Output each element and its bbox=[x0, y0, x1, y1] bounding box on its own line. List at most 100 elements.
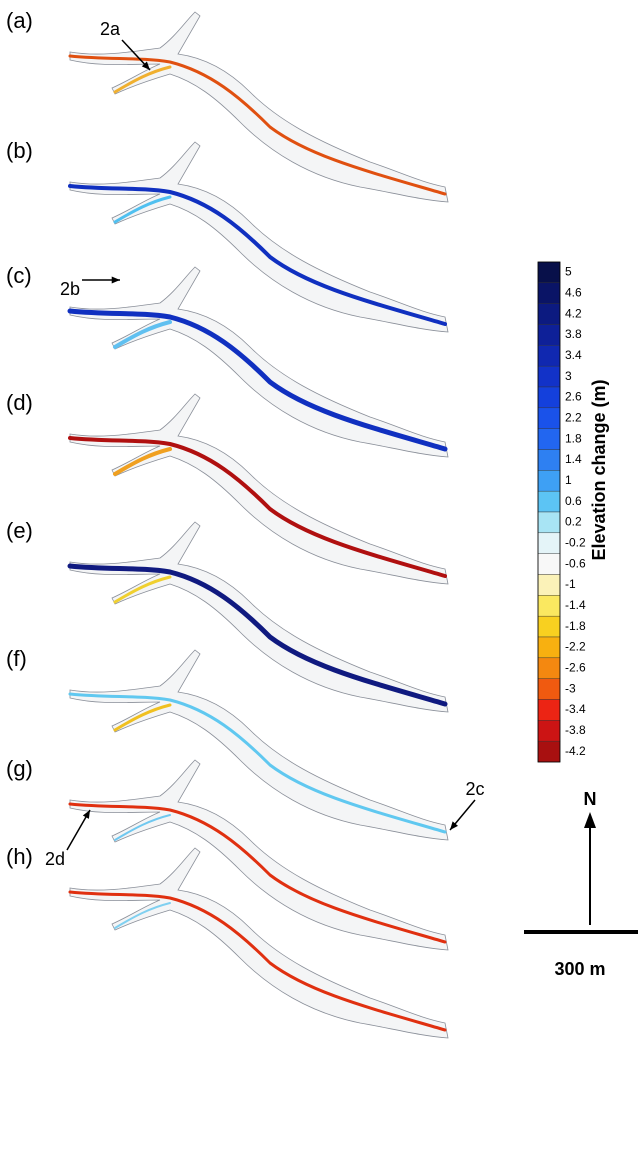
change-main bbox=[68, 184, 447, 326]
colorbar-bin bbox=[537, 470, 561, 492]
colorbar-tick-label: -4.2 bbox=[565, 744, 586, 758]
change-trib bbox=[114, 814, 171, 841]
colorbar-bin bbox=[537, 615, 561, 638]
north-label: N bbox=[584, 789, 597, 809]
river-outline bbox=[69, 521, 449, 713]
colorbar-bin bbox=[537, 490, 561, 513]
colorbar-tick-label: 0.2 bbox=[565, 515, 582, 529]
panel-label: (b) bbox=[6, 138, 33, 163]
river-outline bbox=[69, 759, 449, 951]
scale-label: 300 m bbox=[554, 959, 605, 979]
colorbar-tick-label: 1 bbox=[565, 473, 572, 487]
river-outline bbox=[69, 393, 449, 585]
colorbar-tick-label: 2.6 bbox=[565, 390, 582, 404]
annotation: 2d bbox=[45, 849, 65, 869]
colorbar-bin bbox=[537, 699, 561, 721]
change-main bbox=[67, 308, 448, 452]
river-map bbox=[68, 759, 449, 951]
colorbar-tick-label: 3.4 bbox=[565, 348, 582, 362]
panel-label: (c) bbox=[6, 263, 32, 288]
colorbar-title: Elevation change (m) bbox=[589, 379, 609, 560]
colorbar-tick-label: -0.2 bbox=[565, 535, 586, 549]
annotation-arrowhead bbox=[82, 810, 90, 819]
colorbar-bin bbox=[537, 595, 561, 617]
change-main bbox=[68, 436, 447, 578]
panel-label: (f) bbox=[6, 646, 27, 671]
colorbar-tick-label: -2.2 bbox=[565, 640, 586, 654]
panel-label: (a) bbox=[6, 8, 33, 33]
annotation: 2a bbox=[100, 19, 121, 39]
colorbar-bin bbox=[537, 428, 561, 450]
colorbar-bin bbox=[537, 657, 561, 679]
annotation: 2c bbox=[465, 779, 484, 799]
colorbar-tick-label: 3.8 bbox=[565, 327, 582, 341]
river-outline bbox=[69, 266, 449, 458]
colorbar-tick-label: -3 bbox=[565, 681, 576, 695]
colorbar-bin bbox=[537, 636, 561, 659]
river-map bbox=[68, 649, 449, 841]
river-map bbox=[67, 266, 449, 458]
colorbar-tick-label: -0.6 bbox=[565, 556, 586, 570]
colorbar-bin bbox=[537, 678, 561, 700]
colorbar-bin bbox=[537, 532, 561, 554]
colorbar-tick-label: -1.8 bbox=[565, 619, 586, 633]
colorbar-tick-label: -3.8 bbox=[565, 723, 586, 737]
panel-label: (e) bbox=[6, 518, 33, 543]
change-main bbox=[67, 563, 448, 707]
change-trib bbox=[113, 195, 172, 224]
annotation-arrowhead bbox=[450, 821, 458, 830]
river-outline bbox=[69, 11, 449, 203]
colorbar-bin bbox=[537, 365, 561, 388]
colorbar-bin bbox=[537, 282, 561, 304]
colorbar-tick-label: -1 bbox=[565, 577, 576, 591]
colorbar-bin bbox=[537, 324, 561, 346]
change-trib bbox=[113, 575, 172, 604]
change-main bbox=[68, 692, 447, 834]
river-map bbox=[68, 141, 449, 333]
colorbar-bin bbox=[537, 261, 561, 284]
colorbar-tick-label: -1.4 bbox=[565, 598, 586, 612]
river-map bbox=[67, 521, 449, 713]
colorbar-bin bbox=[537, 740, 561, 763]
colorbar-tick-label: 3 bbox=[565, 369, 572, 383]
annotation: 2b bbox=[60, 279, 80, 299]
change-main bbox=[68, 54, 447, 196]
river-map bbox=[68, 847, 449, 1039]
panel-label: (g) bbox=[6, 756, 33, 781]
north-arrowhead bbox=[584, 812, 596, 828]
colorbar-bin bbox=[537, 720, 561, 742]
colorbar-tick-label: -2.6 bbox=[565, 660, 586, 674]
colorbar-bin bbox=[537, 303, 561, 325]
colorbar-tick-label: -3.4 bbox=[565, 702, 586, 716]
maps bbox=[67, 11, 449, 1039]
colorbar-tick-label: 1.8 bbox=[565, 431, 582, 445]
colorbar-tick-label: 4.2 bbox=[565, 306, 582, 320]
colorbar-bin bbox=[537, 449, 561, 471]
river-outline bbox=[69, 847, 449, 1039]
change-trib bbox=[113, 65, 172, 94]
colorbar-bin bbox=[537, 345, 561, 367]
colorbar-bin bbox=[537, 574, 561, 596]
colorbar-tick-label: 1.4 bbox=[565, 452, 582, 466]
colorbar-tick-label: 2.2 bbox=[565, 410, 582, 424]
colorbar-bin bbox=[537, 553, 561, 575]
colorbar: 5 4.6 4.2 3.8 3.4 3 2.6 2.2 1.8 1.4 1 0.6 0.2 -0.2 -0.… bbox=[537, 261, 586, 763]
colorbar-bin bbox=[537, 511, 561, 534]
annotation-arrowhead bbox=[111, 276, 120, 284]
labels: (a) (b) (c) (d) (e) (f) (g) (h) 2a 2b 2c 2d bbox=[6, 8, 485, 869]
change-trib bbox=[113, 703, 172, 732]
change-trib bbox=[113, 447, 172, 476]
change-trib bbox=[113, 320, 172, 349]
colorbar-bin bbox=[537, 407, 561, 429]
river-map bbox=[68, 393, 449, 585]
colorbar-frame bbox=[537, 261, 561, 763]
colorbar-tick-label: 0.6 bbox=[565, 494, 582, 508]
colorbar-tick-label: 5 bbox=[565, 265, 572, 279]
colorbar-tick-label: 4.6 bbox=[565, 285, 582, 299]
change-main bbox=[68, 890, 447, 1032]
change-main bbox=[68, 802, 447, 944]
annotation-arrowhead bbox=[141, 61, 150, 70]
change-trib bbox=[114, 902, 171, 929]
panel-label: (h) bbox=[6, 844, 33, 869]
